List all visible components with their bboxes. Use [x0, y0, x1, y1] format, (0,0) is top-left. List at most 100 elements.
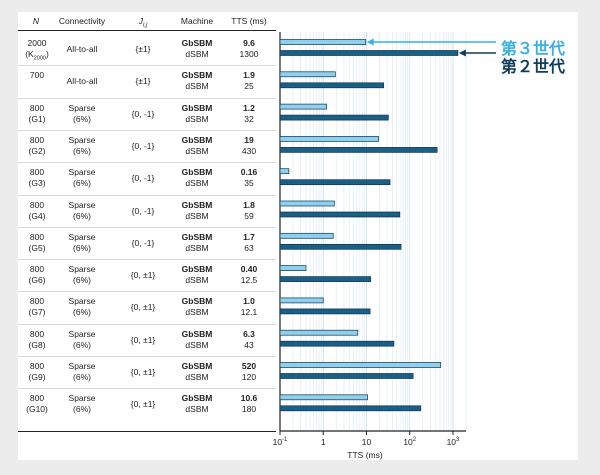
machine-dsbm: dSBM — [185, 404, 209, 415]
tts-dsbm: 32 — [244, 113, 254, 124]
machine-dsbm: dSBM — [185, 210, 209, 221]
cell-tts: 10.6 180 — [224, 393, 274, 415]
x-tick-label: 102 — [403, 437, 416, 447]
cell-connectivity: All-to-all — [66, 76, 98, 87]
x-axis-title: TTS (ms) — [347, 450, 383, 460]
bar-gbsbm — [279, 394, 368, 401]
machine-gbsbm: GbSBM — [181, 264, 213, 275]
cell-jij: {±1} — [135, 44, 151, 54]
machine-dsbm: dSBM — [185, 372, 209, 382]
table-bottom-rule — [18, 431, 276, 432]
bar-dsbm — [279, 405, 422, 412]
machine-gbsbm: GbSBM — [181, 296, 213, 307]
row-divider — [18, 129, 276, 131]
cell-machine: GbSBM dSBM — [174, 264, 220, 286]
cell-tts: 520 120 — [224, 361, 274, 383]
machine-gbsbm: GbSBM — [181, 328, 213, 339]
bar-dsbm — [279, 276, 372, 282]
cell-tts: 0.40 12.5 — [224, 264, 274, 286]
bar-gbsbm — [279, 329, 359, 336]
row-divider — [18, 291, 276, 293]
tts-dsbm: 12.5 — [240, 275, 258, 286]
cell-n: 800 (G9) — [20, 361, 54, 383]
tts-gbsbm: 10.6 — [240, 393, 258, 404]
cell-n-sub: (G3) — [28, 178, 46, 189]
cell-connectivity: Sparse (6%) — [68, 328, 96, 350]
bar-dsbm — [279, 373, 414, 379]
cell-n: 800 (G10) — [20, 393, 54, 415]
cell-n: 800 (G5) — [20, 232, 54, 254]
header-tts: TTS (ms) — [231, 16, 267, 26]
cell-machine: GbSBM dSBM — [174, 393, 220, 415]
bar-gbsbm — [279, 297, 324, 304]
bar-dsbm — [279, 147, 438, 153]
tts-dsbm: 35 — [244, 178, 254, 189]
machine-dsbm: dSBM — [185, 339, 209, 350]
row-divider — [18, 97, 276, 99]
machine-gbsbm: GbSBM — [181, 167, 213, 178]
bar-gbsbm — [279, 39, 367, 45]
cell-jij: {0, -1} — [131, 108, 155, 119]
x-tick-label: 10 — [362, 437, 372, 447]
cell-jij: {0, -1} — [131, 173, 155, 184]
cell-n: 2000 (K2000) — [20, 38, 54, 65]
cell-tts: 19 430 — [224, 135, 274, 157]
tts-dsbm: 430 — [241, 145, 257, 156]
tts-dsbm: 1300 — [239, 49, 259, 59]
row-divider — [18, 388, 276, 390]
table-top-rule — [18, 30, 276, 31]
cell-connectivity: Sparse (6%) — [68, 393, 96, 415]
tts-gbsbm: 6.3 — [243, 328, 255, 339]
cell-connectivity: All-to-all — [66, 44, 98, 54]
bar-dsbm — [279, 211, 401, 218]
header-j-sub: i,j — [142, 22, 148, 29]
cell-connectivity: Sparse (6%) — [68, 167, 96, 189]
cell-n-value: 2000 — [27, 38, 47, 48]
row-divider — [18, 323, 276, 325]
cell-n-sub: (G6) — [28, 275, 46, 286]
cell-connectivity: Sparse (6%) — [68, 361, 96, 382]
machine-dsbm: dSBM — [185, 307, 209, 318]
cell-jij: {0, ±1} — [130, 334, 156, 345]
cell-connectivity: Sparse (6%) — [68, 199, 96, 221]
cell-tts: 1.8 59 — [224, 200, 274, 222]
tts-gbsbm: 1.8 — [243, 199, 255, 210]
bar-dsbm — [279, 243, 402, 250]
legend-gen3-label: 第３世代 — [501, 41, 566, 58]
cell-tts: 0.16 35 — [224, 167, 274, 189]
machine-dsbm: dSBM — [185, 178, 209, 189]
cell-n: 800 (G3) — [20, 167, 54, 189]
cell-n: 700 — [20, 70, 54, 81]
legend-gen2-label: 第２世代 — [501, 59, 566, 76]
cell-n-sub: (G5) — [28, 242, 46, 253]
tts-dsbm: 59 — [244, 210, 254, 221]
cell-connectivity: Sparse (6%) — [68, 134, 96, 156]
tts-bar-chart: 10-1 1 10 102 103 TTS (ms) — [273, 32, 496, 460]
cell-tts: 9.6 1300 — [224, 38, 274, 60]
tts-gbsbm: 1.2 — [243, 102, 255, 113]
tts-dsbm: 43 — [244, 339, 254, 350]
cell-jij: {0, -1} — [131, 237, 155, 248]
bar-dsbm — [279, 82, 385, 89]
row-divider — [18, 65, 276, 67]
cell-n-value: 800 — [29, 231, 45, 242]
cell-tts: 1.7 63 — [224, 232, 274, 254]
cell-n-sub: (G2) — [28, 145, 46, 156]
cell-n: 800 (G8) — [20, 329, 54, 351]
cell-jij: {±1} — [135, 76, 151, 87]
cell-n-value: 800 — [29, 134, 45, 145]
header-j: J — [138, 16, 143, 26]
tts-gbsbm: 1.0 — [243, 296, 255, 307]
machine-gbsbm: GbSBM — [181, 70, 213, 81]
figure-card: N Connectivity Ji,j Machine TTS (ms) 200… — [18, 12, 578, 460]
header-machine: Machine — [180, 16, 214, 26]
cell-n-sub: (G8) — [28, 339, 46, 350]
tts-dsbm: 25 — [244, 81, 254, 92]
cell-n-value: 700 — [29, 70, 45, 81]
bar-gbsbm — [279, 136, 379, 142]
bar-dsbm — [279, 179, 391, 186]
bar-dsbm — [279, 114, 389, 121]
header-n: N — [32, 16, 40, 26]
cell-n-sub: (G9) — [28, 372, 46, 382]
machine-gbsbm: GbSBM — [181, 102, 213, 113]
